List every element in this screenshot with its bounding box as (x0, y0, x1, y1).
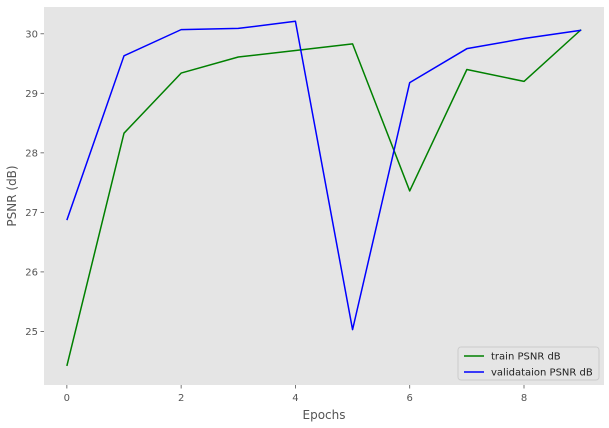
legend-box (457, 346, 600, 381)
x-tick-label: 8 (521, 393, 527, 404)
series-layer (66, 20, 582, 367)
y-tick-label: 25 (25, 327, 38, 338)
x-tick-label: 0 (64, 393, 70, 404)
series-line-1 (66, 29, 582, 367)
legend-label-1: train PSNR dB (491, 352, 561, 363)
y-tick-label: 29 (25, 89, 38, 100)
y-tick-label: 26 (25, 267, 38, 278)
y-axis-ticks: 25 26 27 28 29 30 (25, 29, 44, 338)
plot-area (44, 7, 604, 385)
x-axis-ticks: 0 2 4 6 8 (64, 385, 527, 404)
x-tick-label: 2 (178, 393, 184, 404)
y-axis-label: PSNR (dB) (5, 165, 19, 226)
y-tick-label: 27 (25, 208, 38, 219)
x-tick-label: 6 (407, 393, 413, 404)
legend-label-2: validataion PSNR dB (491, 368, 593, 379)
x-tick-label: 4 (292, 393, 298, 404)
y-tick-label: 30 (25, 29, 38, 40)
legend: train PSNR dB validataion PSNR dB (457, 346, 600, 381)
x-axis-label: Epochs (303, 408, 346, 422)
y-tick-label: 28 (25, 148, 38, 159)
series-line-2 (66, 20, 582, 331)
